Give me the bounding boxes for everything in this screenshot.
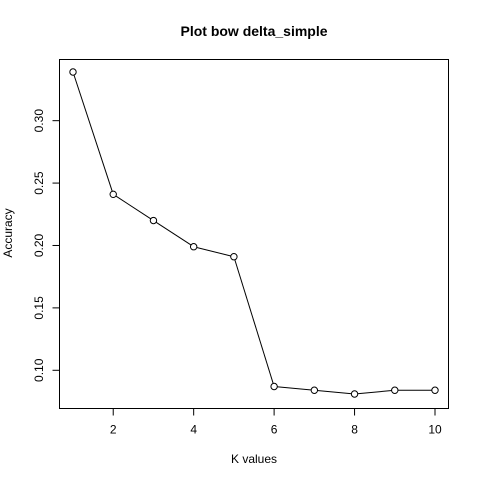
series-segment <box>193 246 235 258</box>
series-segment <box>112 193 154 221</box>
y-tick-label-1: 0.15 <box>32 296 46 320</box>
x-tick-label-8: 8 <box>351 423 358 437</box>
series-segment <box>274 386 315 391</box>
data-point-k3 <box>149 216 158 225</box>
series-segment <box>354 389 395 395</box>
y-tick-label-2: 0.20 <box>32 233 46 257</box>
series-segment <box>153 220 194 248</box>
x-axis: 2 4 6 8 10 <box>110 408 442 437</box>
series-segment <box>314 389 355 395</box>
data-point-k1 <box>69 68 77 76</box>
chart-title: Plot bow delta_simple <box>180 23 327 39</box>
x-tick-label-6: 6 <box>271 423 278 437</box>
y-tick-label-0: 0.10 <box>32 358 46 382</box>
data-point-k4 <box>189 243 198 251</box>
y-tick-label-4: 0.30 <box>32 109 46 133</box>
x-tick-label-10: 10 <box>428 423 442 437</box>
data-point-k7 <box>310 386 319 394</box>
data-point-k10 <box>431 386 439 394</box>
data-point-k2 <box>109 190 117 199</box>
x-tick-label-4: 4 <box>190 423 197 437</box>
series-segment <box>72 71 114 195</box>
data-point-k6 <box>270 382 278 391</box>
data-point-k8 <box>350 390 359 398</box>
data-point-k5 <box>230 253 238 261</box>
data-point-k9 <box>391 386 399 394</box>
y-axis-label: Accuracy <box>1 208 15 257</box>
series-segment <box>233 256 275 387</box>
x-tick-label-2: 2 <box>110 423 117 437</box>
y-axis: 0.10 0.15 0.20 0.25 0.30 <box>32 109 60 382</box>
plot-frame <box>59 59 449 409</box>
series-layer <box>69 68 439 398</box>
x-axis-label: K values <box>231 452 277 466</box>
y-tick-label-3: 0.25 <box>32 171 46 195</box>
